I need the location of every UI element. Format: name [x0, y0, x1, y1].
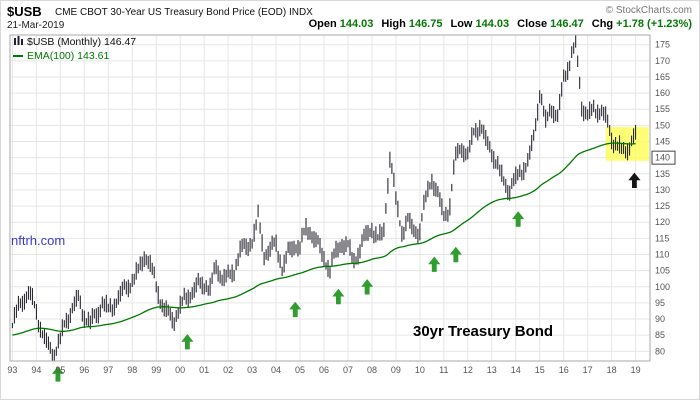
svg-text:96: 96 [79, 365, 89, 375]
up-arrow-icon [181, 334, 194, 350]
ema-line [12, 142, 636, 336]
svg-text:98: 98 [127, 365, 137, 375]
svg-text:120: 120 [655, 217, 670, 227]
open-label: Open [308, 18, 337, 30]
svg-text:07: 07 [343, 365, 353, 375]
chg-value: +1.78 (+1.23%) [616, 18, 692, 30]
svg-text:03: 03 [247, 365, 257, 375]
gridlines [10, 35, 650, 361]
price-bars [11, 35, 637, 361]
low-label: Low [450, 18, 473, 30]
copyright: © StockCharts.com [605, 5, 692, 16]
svg-text:95: 95 [655, 298, 665, 308]
x-axis-labels: 93 94 95 96 97 98 99 00 01 02 03 04 05 06 07 08 09 10 11 12… [7, 365, 640, 375]
svg-text:08: 08 [367, 365, 377, 375]
svg-text:14: 14 [511, 365, 521, 375]
svg-text:135: 135 [655, 169, 670, 179]
up-arrow-icon [449, 246, 462, 263]
svg-text:90: 90 [655, 314, 665, 324]
low-value: 144.03 [475, 18, 510, 30]
svg-text:170: 170 [655, 56, 670, 66]
ema-swatch [13, 55, 23, 58]
symbol: $USB [7, 4, 42, 19]
svg-text:06: 06 [319, 365, 329, 375]
series-legend: $USB (Monthly) 146.47 [13, 36, 136, 48]
svg-text:100: 100 [655, 282, 670, 292]
svg-text:05: 05 [295, 365, 305, 375]
up-arrow-icon [428, 256, 441, 272]
svg-text:12: 12 [463, 365, 473, 375]
svg-text:95: 95 [55, 365, 65, 375]
svg-text:10: 10 [415, 365, 425, 375]
ema-legend-label: EMA(100) 143.61 [27, 50, 110, 62]
quote-row: Open 144.03 High 146.75 Low 144.03 Close 146.47… [309, 18, 692, 30]
chart-annotation: 30yr Treasury Bond [413, 323, 554, 340]
svg-text:145: 145 [655, 137, 670, 147]
svg-text:00: 00 [175, 365, 185, 375]
close-label: Close [517, 18, 548, 30]
svg-text:97: 97 [103, 365, 113, 375]
svg-text:93: 93 [7, 365, 17, 375]
svg-text:04: 04 [271, 365, 281, 375]
svg-text:115: 115 [655, 233, 669, 243]
svg-text:165: 165 [655, 72, 670, 82]
symbol-description: CME CBOT 30-Year US Treasury Bond Price … [55, 7, 313, 18]
svg-text:175: 175 [655, 40, 670, 50]
svg-text:13: 13 [487, 365, 497, 375]
svg-text:01: 01 [199, 365, 209, 375]
svg-text:17: 17 [583, 365, 593, 375]
svg-text:11: 11 [439, 365, 448, 375]
plot-border [9, 34, 651, 362]
svg-text:02: 02 [223, 365, 233, 375]
price-chart: 8085909510010511011512012513013514014515… [7, 34, 676, 382]
svg-text:150: 150 [655, 120, 670, 130]
svg-text:99: 99 [151, 365, 161, 375]
up-arrow-icon [289, 301, 302, 318]
watermark: nftrh.com [11, 233, 66, 248]
svg-text:85: 85 [655, 330, 665, 340]
svg-text:155: 155 [655, 104, 670, 114]
bar-series-icon [14, 36, 23, 45]
close-value: 146.47 [550, 18, 584, 30]
up-arrow-icon [361, 279, 374, 295]
svg-text:80: 80 [655, 346, 665, 356]
svg-text:140: 140 [655, 153, 670, 163]
svg-text:160: 160 [655, 88, 670, 98]
up-arrow-icon [332, 288, 345, 305]
svg-text:16: 16 [559, 365, 569, 375]
high-label: High [381, 18, 406, 30]
ema-legend: EMA(100) 143.61 [13, 50, 109, 62]
svg-text:130: 130 [655, 185, 670, 195]
high-value: 146.75 [408, 18, 443, 30]
svg-text:110: 110 [655, 249, 669, 259]
svg-text:18: 18 [607, 365, 617, 375]
up-arrow-icon [512, 211, 525, 227]
svg-text:15: 15 [535, 365, 545, 375]
svg-text:125: 125 [655, 201, 670, 211]
chart-date: 21-Mar-2019 [7, 20, 65, 31]
series-legend-label: $USB (Monthly) 146.47 [27, 36, 137, 48]
chg-label: Chg [591, 18, 614, 30]
svg-text:94: 94 [31, 365, 41, 375]
svg-text:09: 09 [391, 365, 401, 375]
svg-text:105: 105 [655, 266, 670, 276]
up-arrow-icon [51, 366, 64, 382]
open-value: 144.03 [339, 18, 374, 30]
y-axis-labels: 80 85 90 95 100 105 110 115 120 125 130 135 140 145 15… [651, 40, 676, 356]
up-arrow-icon [628, 172, 641, 188]
svg-text:19: 19 [631, 365, 641, 375]
